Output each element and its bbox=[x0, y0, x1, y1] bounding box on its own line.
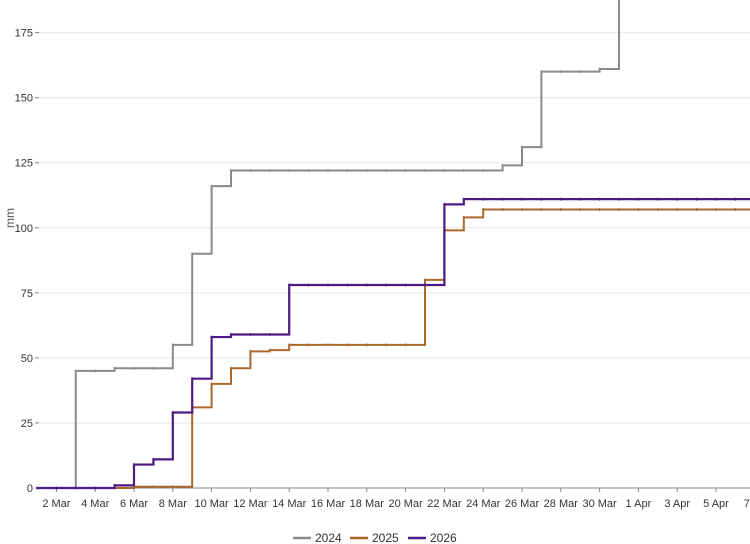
y-tick-label: 50 bbox=[21, 353, 33, 365]
x-tick-label: 10 Mar bbox=[194, 498, 229, 510]
x-tick-label: 3 Apr bbox=[664, 498, 690, 510]
legend-label: 2026 bbox=[430, 531, 457, 544]
grid-lines bbox=[37, 32, 750, 424]
y-tick-label: 175 bbox=[15, 28, 33, 40]
legend[interactable]: 2024 2025 2026 bbox=[293, 531, 457, 544]
y-tick-label: 75 bbox=[21, 288, 33, 300]
x-tick-label: 16 Mar bbox=[311, 498, 346, 510]
x-tick-label: 24 Mar bbox=[466, 498, 501, 510]
x-tick-label: 8 Mar bbox=[159, 498, 187, 510]
x-tick-labels: 2 Mar 4 Mar 6 Mar 8 Mar 10 Mar 12 Mar 14 Mar 16… bbox=[42, 498, 750, 510]
legend-item-2026[interactable]: 2026 bbox=[408, 531, 457, 544]
legend-item-2025[interactable]: 2025 bbox=[350, 531, 399, 544]
x-tick-label: 7 Ap bbox=[744, 498, 750, 510]
x-tick-label: 22 Mar bbox=[427, 498, 462, 510]
y-tick-label: 25 bbox=[21, 418, 33, 430]
x-tick-label: 30 Mar bbox=[582, 498, 617, 510]
x-tick-label: 26 Mar bbox=[505, 498, 540, 510]
y-tick-label: 125 bbox=[15, 158, 33, 170]
axes bbox=[35, 32, 750, 492]
x-tick-label: 14 Mar bbox=[272, 498, 307, 510]
x-tick-label: 5 Apr bbox=[703, 498, 729, 510]
y-tick-labels: 0 25 50 75 100 125 150 175 bbox=[15, 28, 33, 495]
series-line-2025 bbox=[37, 208, 750, 489]
x-tick-label: 6 Mar bbox=[120, 498, 148, 510]
y-tick-label: 150 bbox=[15, 93, 33, 105]
x-tick-label: 18 Mar bbox=[350, 498, 385, 510]
series-line-2024 bbox=[37, 0, 620, 489]
y-tick-label: 0 bbox=[27, 483, 33, 495]
y-tick-label: 100 bbox=[15, 223, 33, 235]
x-tick-label: 12 Mar bbox=[233, 498, 268, 510]
x-tick-label: 28 Mar bbox=[544, 498, 579, 510]
x-tick-label: 2 Mar bbox=[42, 498, 70, 510]
legend-item-2024[interactable]: 2024 bbox=[293, 531, 342, 544]
series-line-2026 bbox=[37, 198, 750, 490]
y-axis-label: mm bbox=[3, 208, 17, 228]
series-group bbox=[36, 0, 750, 490]
legend-label: 2024 bbox=[315, 531, 342, 544]
x-tick-label: 1 Apr bbox=[626, 498, 652, 510]
x-tick-label: 20 Mar bbox=[388, 498, 423, 510]
legend-label: 2025 bbox=[372, 531, 399, 544]
x-tick-label: 4 Mar bbox=[81, 498, 109, 510]
